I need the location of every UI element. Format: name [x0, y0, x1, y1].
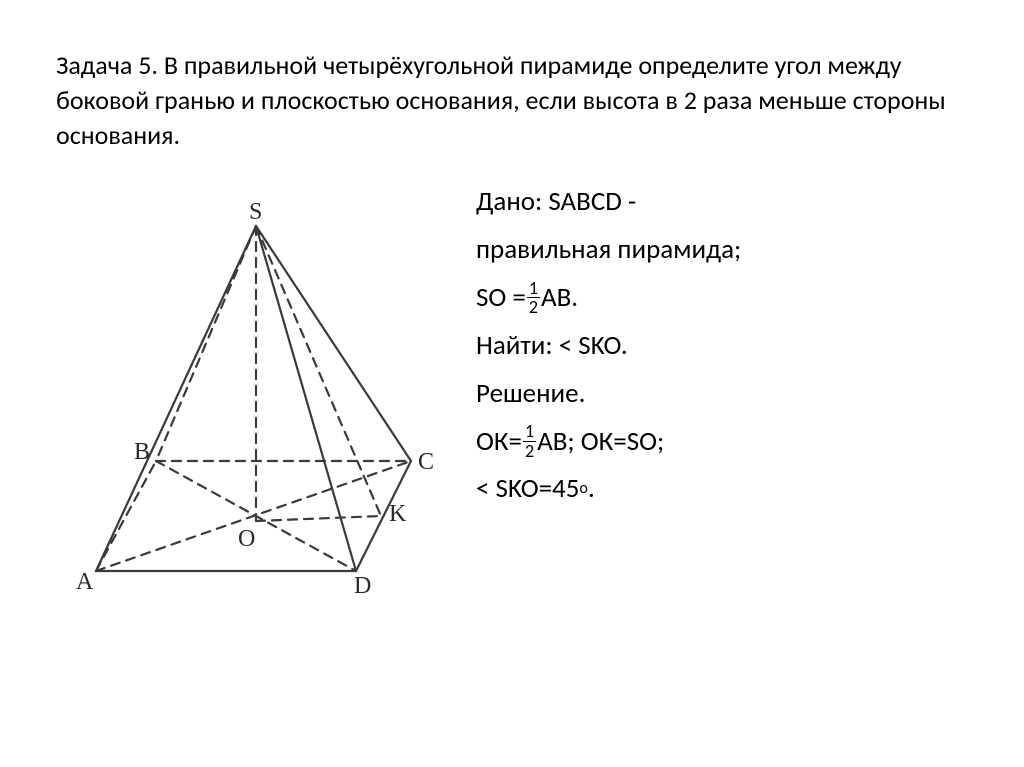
- given-line-1: Дано: SABCD -: [476, 181, 968, 223]
- solution-label-line: Решение.: [476, 373, 968, 415]
- solution-angle-line: < SKO= 45o.: [476, 468, 968, 510]
- so-suffix: AB.: [541, 277, 578, 319]
- solution-label: Решение.: [476, 373, 585, 415]
- find-line: Найти: < SKO.: [476, 325, 968, 367]
- given-label: Дано:: [476, 181, 542, 223]
- find-label: Найти:: [476, 325, 553, 367]
- so-prefix: SO =: [476, 277, 526, 319]
- problem-statement: Задача 5. В правильной четырёхугольной п…: [56, 48, 968, 153]
- vertex-label-o: O: [238, 526, 255, 552]
- given-pyramid-name: SABCD -: [548, 181, 636, 223]
- frac2-num: 1: [523, 422, 536, 442]
- fraction-half-1: 1 2: [527, 279, 540, 318]
- frac1-den: 2: [527, 298, 540, 317]
- angle-suffix: .: [588, 468, 595, 510]
- pyramid-diagram: S A B C D O K: [56, 181, 456, 611]
- vertex-label-c: C: [418, 449, 434, 475]
- vertex-label-d: D: [354, 573, 371, 599]
- vertex-label-k: K: [389, 501, 407, 527]
- vertex-label-s: S: [249, 201, 262, 225]
- ok-prefix: OК=: [476, 421, 522, 463]
- given-so: SO = 1 2 AB.: [476, 277, 968, 319]
- solution-ok-line: OК= 1 2 AB; OК=SO;: [476, 421, 968, 463]
- solution-block: Дано: SABCD - правильная пирамида; SO = …: [456, 181, 968, 516]
- fraction-half-2: 1 2: [523, 422, 536, 461]
- frac2-den: 2: [523, 442, 536, 461]
- find-what: < SKO.: [559, 325, 628, 367]
- ok-mid: AB; OК=SO;: [537, 421, 664, 463]
- angle-prefix: < SKO=: [476, 468, 552, 510]
- given-line-2: правильная пирамида;: [476, 229, 968, 271]
- angle-value: 45: [552, 468, 579, 510]
- vertex-label-a: A: [76, 569, 94, 595]
- vertex-label-b: B: [134, 439, 150, 465]
- given-pyramid-desc: правильная пирамида;: [476, 229, 741, 271]
